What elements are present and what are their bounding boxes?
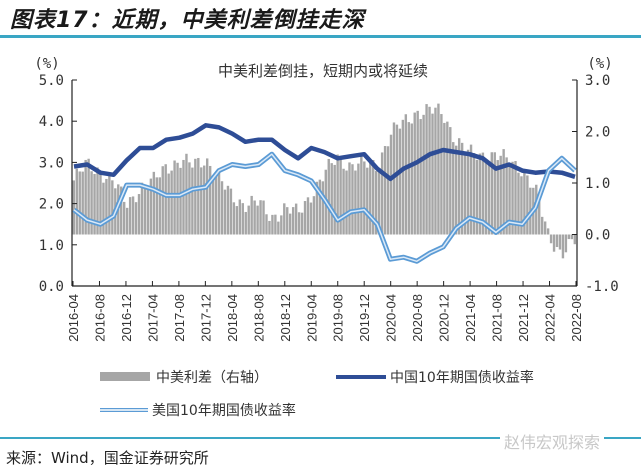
left-axis-unit: (%) [34, 56, 59, 72]
svg-text:2019-12: 2019-12 [357, 294, 372, 342]
svg-text:1.0: 1.0 [585, 176, 610, 192]
svg-text:5.0: 5.0 [39, 73, 64, 89]
svg-text:2018-12: 2018-12 [278, 294, 293, 342]
svg-text:2019-08: 2019-08 [331, 294, 346, 342]
svg-text:2017-08: 2017-08 [172, 294, 187, 342]
svg-text:2016-04: 2016-04 [66, 294, 81, 342]
svg-text:2022-04: 2022-04 [543, 294, 558, 342]
svg-text:2021-04: 2021-04 [463, 294, 478, 342]
svg-text:0.0: 0.0 [585, 228, 610, 244]
svg-text:2017-04: 2017-04 [145, 294, 160, 342]
svg-text:3.0: 3.0 [39, 155, 64, 171]
svg-text:2.0: 2.0 [39, 197, 64, 213]
figure-title: 图表17：近期，中美利差倒挂走深 [10, 8, 365, 33]
svg-text:2020-08: 2020-08 [410, 294, 425, 342]
svg-text:2016-12: 2016-12 [119, 294, 134, 342]
svg-text:0.0: 0.0 [39, 279, 64, 295]
watermark: 赵伟宏观探索 [500, 429, 605, 453]
yield-lines [72, 123, 577, 264]
right-axis-unit: (%) [587, 56, 612, 72]
svg-text:2018-08: 2018-08 [251, 294, 266, 342]
svg-text:4.0: 4.0 [39, 114, 64, 130]
svg-text:2.0: 2.0 [585, 125, 610, 141]
bottom-divider [0, 437, 641, 439]
svg-text:2019-04: 2019-04 [304, 294, 319, 342]
spread-bars [72, 103, 576, 259]
legend: 中美利差（右轴） 中国10年期国债收益率 美国10年期国债收益率 [100, 369, 534, 419]
svg-text:1.0: 1.0 [39, 238, 64, 254]
svg-text:2018-04: 2018-04 [225, 294, 240, 342]
top-divider [0, 35, 641, 38]
svg-text:2021-08: 2021-08 [490, 294, 505, 342]
chart-title: 中美利差倒挂，短期内或将延续 [218, 62, 428, 80]
svg-text:2021-12: 2021-12 [516, 294, 531, 342]
axes: 5.0 4.0 3.0 2.0 1.0 0.0 3.0 2.0 1.0 0.0 -1.0 2016-0… [39, 73, 619, 342]
legend-swatch-spread [100, 372, 150, 381]
svg-text:2020-12: 2020-12 [437, 294, 452, 342]
svg-text:2020-04: 2020-04 [384, 294, 399, 342]
svg-text:-1.0: -1.0 [585, 279, 619, 295]
legend-label-spread: 中美利差（右轴） [156, 370, 268, 386]
svg-text:3.0: 3.0 [585, 73, 610, 89]
source-note: 来源：Wind，国金证券研究所 [6, 449, 209, 467]
svg-text:2022-08: 2022-08 [569, 294, 584, 342]
svg-text:2017-12: 2017-12 [198, 294, 213, 342]
legend-label-cn10y: 中国10年期国债收益率 [390, 369, 534, 386]
svg-text:2016-08: 2016-08 [92, 294, 107, 342]
legend-label-us10y: 美国10年期国债收益率 [152, 402, 296, 419]
